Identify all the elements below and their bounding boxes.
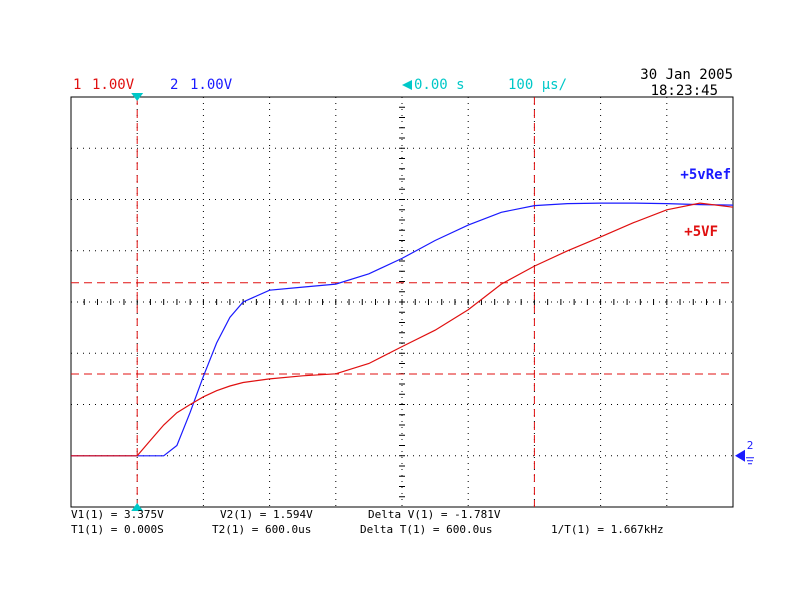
readout: Delta V(1) = -1.781V xyxy=(368,508,501,521)
ground-marker xyxy=(735,449,745,462)
readout: 1/T(1) = 1.667kHz xyxy=(551,523,664,536)
time: 18:23:45 xyxy=(651,83,718,99)
delay: 0.00 s xyxy=(414,77,465,93)
ch1-scale: 1.00V xyxy=(92,77,135,93)
ch2-number: 2 xyxy=(170,77,178,93)
trigger-marker xyxy=(131,93,144,101)
readout: V2(1) = 1.594V xyxy=(220,508,313,521)
trace xyxy=(71,202,734,457)
ground-label: 2 xyxy=(747,439,754,452)
frame xyxy=(70,96,734,508)
date: 30 Jan 2005 xyxy=(640,67,733,83)
readout: Delta T(1) = 600.0us xyxy=(360,523,492,536)
trace-label: +5VF xyxy=(684,224,718,240)
trace xyxy=(71,202,734,457)
plot: +5vRef +5VF 2 xyxy=(70,93,754,511)
trace-label: +5vRef xyxy=(680,167,731,183)
ch1-number: 1 xyxy=(73,77,81,93)
trigger-marker xyxy=(131,503,144,511)
readout: T2(1) = 600.0us xyxy=(212,523,311,536)
readout: V1(1) = 3.375V xyxy=(71,508,164,521)
delay-arrow xyxy=(402,80,412,90)
timebase: 100 µs/ xyxy=(508,77,567,93)
readout: T1(1) = 0.000S xyxy=(71,523,164,536)
ch2-scale: 1.00V xyxy=(190,77,233,93)
